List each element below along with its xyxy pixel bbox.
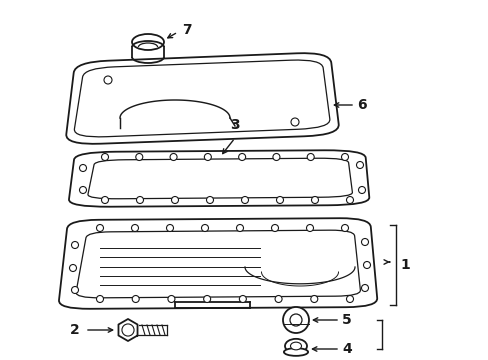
Circle shape xyxy=(122,324,134,336)
Circle shape xyxy=(283,307,308,333)
Text: 1: 1 xyxy=(399,258,409,272)
Circle shape xyxy=(310,296,317,302)
Circle shape xyxy=(341,225,348,231)
Circle shape xyxy=(131,225,138,231)
Circle shape xyxy=(136,153,142,161)
Text: 4: 4 xyxy=(341,342,351,356)
Circle shape xyxy=(102,153,108,161)
Polygon shape xyxy=(118,319,137,341)
Circle shape xyxy=(104,76,112,84)
Circle shape xyxy=(239,296,246,302)
PathPatch shape xyxy=(76,230,360,298)
Ellipse shape xyxy=(284,348,307,356)
Circle shape xyxy=(166,225,173,231)
Circle shape xyxy=(289,314,302,326)
Circle shape xyxy=(201,225,208,231)
Circle shape xyxy=(306,153,314,161)
Circle shape xyxy=(363,261,370,269)
Circle shape xyxy=(136,197,143,203)
Circle shape xyxy=(346,197,353,203)
Circle shape xyxy=(341,153,348,161)
Text: 5: 5 xyxy=(341,313,351,327)
Circle shape xyxy=(71,287,79,293)
Circle shape xyxy=(241,197,248,203)
PathPatch shape xyxy=(59,218,376,309)
Circle shape xyxy=(358,186,365,194)
Circle shape xyxy=(290,118,298,126)
Circle shape xyxy=(71,242,79,248)
Circle shape xyxy=(361,284,368,292)
Text: 6: 6 xyxy=(356,98,366,112)
Circle shape xyxy=(69,265,76,271)
Circle shape xyxy=(361,239,368,246)
Circle shape xyxy=(306,225,313,231)
Circle shape xyxy=(170,153,177,161)
Circle shape xyxy=(206,197,213,203)
Circle shape xyxy=(80,186,86,194)
Circle shape xyxy=(204,153,211,161)
Circle shape xyxy=(80,165,86,171)
Circle shape xyxy=(346,296,353,302)
Circle shape xyxy=(272,153,279,161)
PathPatch shape xyxy=(74,60,329,137)
PathPatch shape xyxy=(69,150,368,207)
Text: 7: 7 xyxy=(182,23,191,37)
Circle shape xyxy=(102,197,108,203)
Text: 3: 3 xyxy=(230,118,239,132)
Circle shape xyxy=(276,197,283,203)
Circle shape xyxy=(203,296,210,302)
PathPatch shape xyxy=(88,158,352,199)
Circle shape xyxy=(236,225,243,231)
Circle shape xyxy=(167,296,175,302)
PathPatch shape xyxy=(66,53,338,144)
Circle shape xyxy=(311,197,318,203)
Circle shape xyxy=(275,296,282,302)
Circle shape xyxy=(171,197,178,203)
Circle shape xyxy=(96,296,103,302)
Ellipse shape xyxy=(285,339,306,353)
Circle shape xyxy=(132,296,139,302)
Circle shape xyxy=(356,162,363,168)
Ellipse shape xyxy=(132,34,163,50)
Circle shape xyxy=(271,225,278,231)
Ellipse shape xyxy=(290,342,301,350)
Circle shape xyxy=(96,225,103,231)
Text: 2: 2 xyxy=(70,323,80,337)
Circle shape xyxy=(238,153,245,161)
